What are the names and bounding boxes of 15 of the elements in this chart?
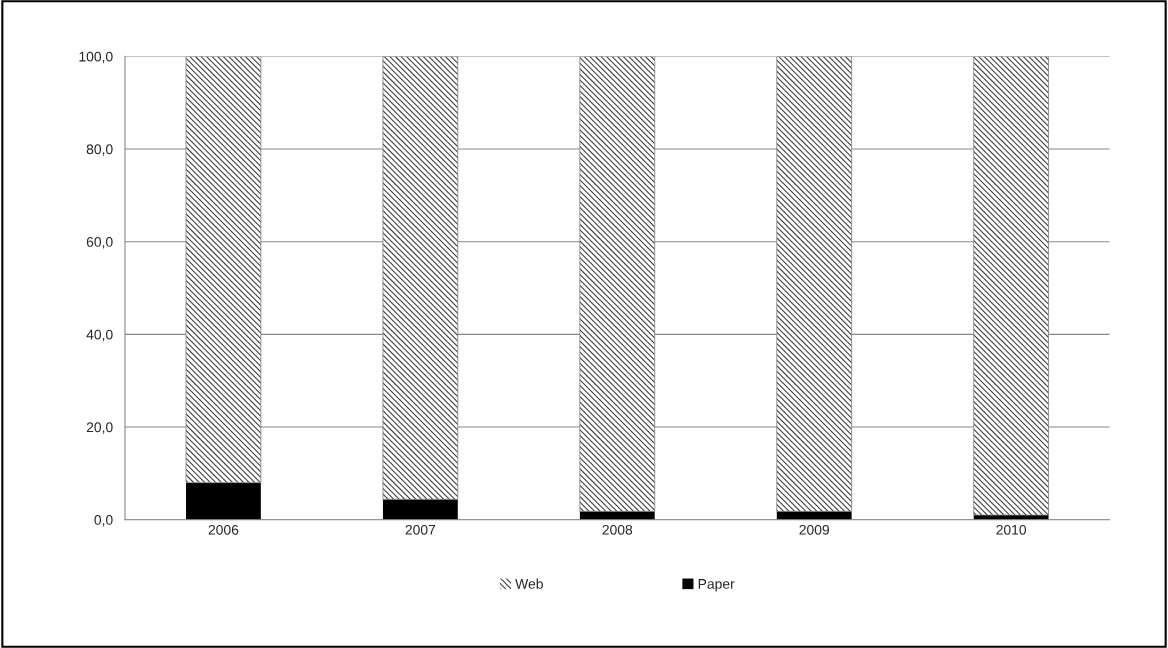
x-tick-label: 2007 [405,524,436,535]
y-tick-label: 60,0 [86,237,113,249]
x-tick-label: 2010 [996,524,1027,535]
bar [186,482,261,520]
y-tick-label: 0,0 [94,515,113,527]
x-tick-label: 2009 [799,524,829,535]
y-tick-label: 80,0 [86,144,113,156]
y-tick-label: 40,0 [86,329,113,342]
legend-label: Web [515,578,543,589]
x-tick-label: 2008 [602,524,633,535]
y-tick-label: 20,0 [86,422,113,434]
bar [382,499,458,520]
y-tick-label: 100,0 [79,51,113,64]
x-tick-label: 2006 [208,524,239,535]
legend-label: Paper [698,579,735,592]
